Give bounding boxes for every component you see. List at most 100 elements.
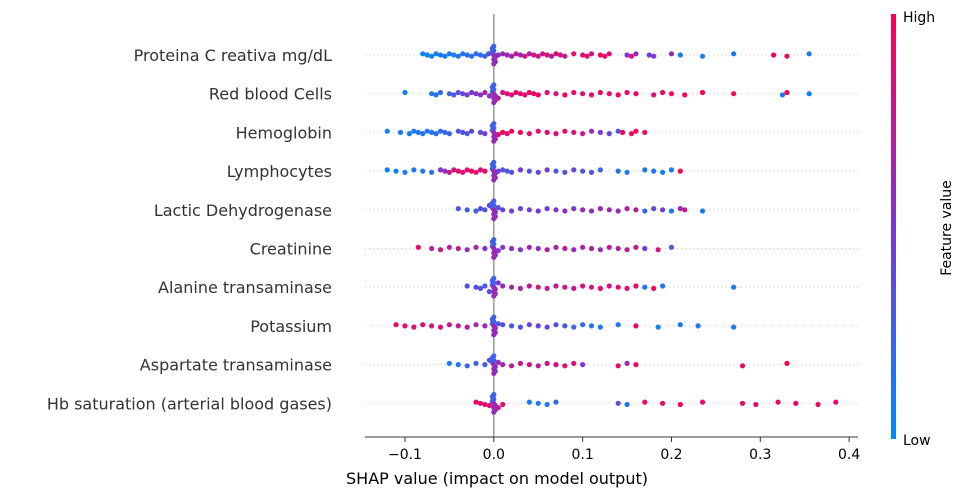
shap-point bbox=[588, 169, 595, 175]
shap-point bbox=[451, 52, 457, 58]
shap-point bbox=[477, 129, 484, 135]
shap-point bbox=[491, 138, 497, 144]
shap-point bbox=[526, 283, 532, 289]
shap-point bbox=[571, 51, 577, 57]
shap-point bbox=[535, 208, 541, 214]
shap-point bbox=[446, 131, 452, 137]
shap-point bbox=[406, 131, 413, 137]
shap-point bbox=[420, 168, 426, 174]
shap-point bbox=[473, 322, 479, 328]
shap-point bbox=[384, 128, 390, 134]
colorbar: High Low Feature value bbox=[891, 10, 955, 449]
shap-point bbox=[442, 168, 448, 174]
shap-point bbox=[793, 400, 799, 406]
shap-point bbox=[473, 169, 479, 175]
shap-point bbox=[739, 363, 746, 369]
shap-point bbox=[606, 131, 612, 137]
shap-point bbox=[442, 53, 448, 59]
feature-label: Potassium bbox=[250, 317, 332, 336]
shap-point bbox=[477, 285, 484, 291]
shap-point bbox=[677, 401, 683, 408]
shap-point bbox=[491, 99, 497, 106]
shap-point bbox=[562, 245, 568, 252]
shap-point bbox=[464, 167, 470, 173]
shap-point bbox=[477, 52, 484, 58]
shap-point bbox=[668, 244, 675, 250]
shap-point bbox=[508, 128, 515, 134]
shap-point bbox=[500, 167, 506, 173]
shap-point bbox=[571, 285, 577, 291]
shap-point bbox=[659, 89, 666, 96]
shap-point bbox=[606, 283, 612, 289]
shap-point bbox=[642, 167, 648, 173]
x-tick-label: 0.4 bbox=[838, 447, 860, 463]
shap-point bbox=[464, 92, 470, 98]
shap-point bbox=[535, 400, 541, 406]
shap-point bbox=[544, 52, 550, 58]
shap-point bbox=[535, 284, 541, 290]
shap-point bbox=[571, 247, 577, 253]
shap-point bbox=[535, 53, 541, 59]
shap-point bbox=[753, 401, 759, 408]
shap-point bbox=[535, 169, 541, 175]
shap-point bbox=[651, 53, 657, 59]
feature-label: Proteina C reativa mg/dL bbox=[134, 46, 332, 65]
shap-point bbox=[446, 322, 452, 328]
shap-point bbox=[548, 53, 555, 59]
shap-point bbox=[580, 168, 586, 174]
shap-point bbox=[615, 128, 621, 134]
shap-point bbox=[411, 324, 417, 330]
shap-point bbox=[562, 363, 568, 369]
shap-point bbox=[495, 359, 501, 365]
shap-point bbox=[468, 53, 475, 59]
shap-point bbox=[588, 208, 595, 214]
feature-label: Hb saturation (arterial blood gases) bbox=[47, 394, 332, 413]
shap-point bbox=[642, 284, 648, 290]
shap-point bbox=[651, 285, 657, 291]
shap-point bbox=[429, 323, 435, 329]
shap-point bbox=[731, 91, 737, 97]
shap-point bbox=[606, 207, 612, 213]
points-layer bbox=[384, 43, 839, 415]
shap-point bbox=[580, 52, 586, 58]
shap-point bbox=[571, 206, 577, 212]
shap-point bbox=[517, 52, 524, 58]
shap-point bbox=[633, 91, 639, 97]
shap-point bbox=[571, 360, 577, 366]
shap-point bbox=[606, 91, 612, 97]
shap-point bbox=[553, 91, 559, 97]
shap-point bbox=[411, 167, 417, 173]
shap-point bbox=[668, 91, 675, 97]
x-axis-label: SHAP value (impact on model output) bbox=[346, 469, 648, 488]
shap-point bbox=[699, 208, 706, 214]
shap-point bbox=[482, 131, 488, 137]
shap-point bbox=[659, 169, 666, 175]
shap-point bbox=[597, 324, 603, 330]
shap-point bbox=[500, 129, 506, 135]
shap-point bbox=[624, 401, 630, 408]
shap-point bbox=[464, 324, 470, 330]
feature-label: Creatinine bbox=[250, 240, 332, 259]
shap-point bbox=[437, 167, 444, 173]
shap-point bbox=[784, 360, 790, 366]
shap-point bbox=[642, 208, 648, 214]
shap-point bbox=[508, 363, 515, 369]
shap-point bbox=[522, 92, 528, 98]
shap-point bbox=[806, 91, 812, 97]
shap-point bbox=[646, 52, 652, 58]
shap-point bbox=[597, 52, 603, 58]
shap-point bbox=[460, 91, 466, 97]
shap-point bbox=[491, 216, 497, 222]
shap-point bbox=[526, 322, 532, 328]
shap-point bbox=[535, 363, 541, 369]
shap-point bbox=[571, 89, 577, 96]
shap-point bbox=[584, 53, 590, 59]
shap-point bbox=[491, 293, 497, 299]
shap-point bbox=[473, 91, 479, 97]
shap-point bbox=[429, 53, 435, 59]
shap-point bbox=[571, 324, 577, 330]
shap-point bbox=[553, 283, 559, 289]
shap-point bbox=[597, 129, 603, 135]
feature-label: Red blood Cells bbox=[209, 85, 332, 104]
shap-point bbox=[451, 92, 457, 98]
